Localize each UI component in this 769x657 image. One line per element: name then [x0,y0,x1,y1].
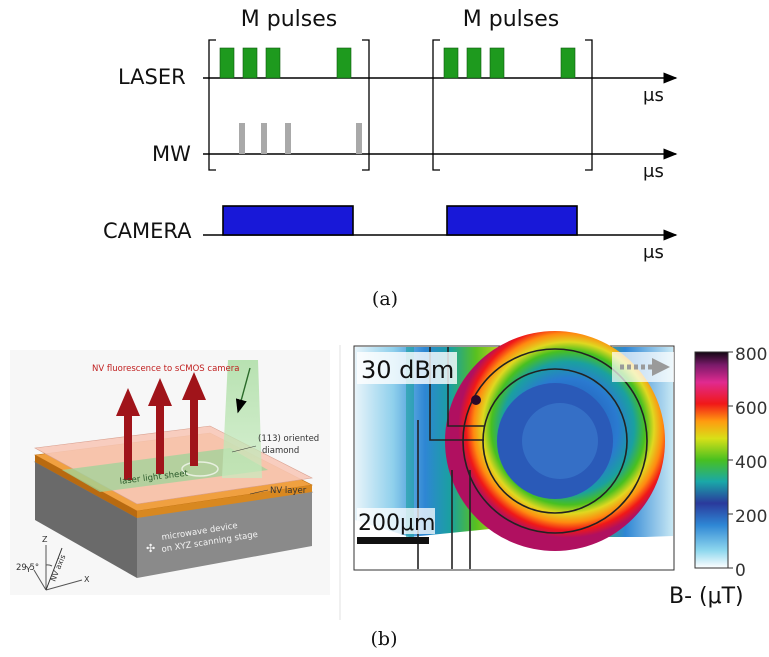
scale-bar [357,537,429,544]
nv-layer-side [35,455,137,518]
caption-b: (b) [371,628,398,650]
mw-pulse [285,123,291,154]
colorbar-tick-label: 400 [735,453,767,473]
colorbar-tick-label: 800 [735,345,767,365]
colorbar-tick-label: 200 [735,507,767,527]
fluorescence-arrow [148,378,172,474]
camera-channel-label: CAMERA [103,219,192,243]
laser-pulses [219,47,576,79]
field-map: 30 dBm 200μm 800 600 400 200 0 B- (μT) [353,331,767,609]
device-pattern [181,461,219,477]
caption-a: (a) [372,288,398,310]
laser-pulse [242,47,258,79]
mw-pulse [239,123,245,154]
laser-axis-unit: μs [643,85,664,106]
field-direction-arrowhead [652,358,670,376]
mw-pulses [239,123,362,154]
laser-beam [222,360,262,478]
camera-axis-unit: μs [643,242,664,263]
diamond-leader [231,445,257,453]
colorbar [694,351,729,569]
fluorescence-arrow [116,388,140,480]
beam-direction-arrow [235,367,251,414]
stage-icon: ✣ [146,542,155,555]
diamond-label-line2: diamond [262,446,299,456]
axis-x-label: X [84,575,90,584]
colorbar-label: B- (μT) [669,584,744,609]
laser-pulse [219,47,235,79]
angle-label: 29.5° [16,563,39,573]
scale-label-bg [357,508,435,534]
stage-front [137,492,312,578]
fluorescence-arrow [182,372,206,466]
camera-exposure [446,205,578,236]
map-hotspot [471,395,481,405]
map-stripe [406,347,414,537]
axis-y-label: Y [25,565,31,574]
laser-light-sheet [62,448,268,492]
laser-pulse [443,47,459,79]
nv-layer-leader [249,489,269,495]
group-label-2: M pulses [463,7,559,32]
laser-pulse [336,47,352,79]
mw-channel-label: MW [152,142,191,166]
colorbar-ticks [728,351,733,569]
mw-axis-unit: μs [643,161,664,182]
coordinate-axes [33,545,83,591]
laser-pulse [265,47,281,79]
diamond-label-line1: (113) oriented [258,434,319,444]
timing-diagram: M pulses M pulses LASER MW CAMERA μs μs … [103,7,678,310]
mw-pulse [261,123,267,154]
mw-pulse [356,123,362,154]
nv-layer-front [137,485,312,518]
nv-layer-label: NV layer [270,486,307,496]
colorbar-tick-label: 0 [735,561,746,581]
power-label-bg [357,352,457,384]
power-label: 30 dBm [361,356,454,384]
fluorescence-arrows [116,372,206,480]
scale-label: 200μm [358,511,435,536]
laser-pulse [466,47,482,79]
map-empty-region [355,520,673,569]
group-label-1: M pulses [241,7,337,32]
stage-side [35,462,137,578]
laser-pulse [489,47,505,79]
setup-schematic: NV fluorescence to sCMOS camera (113) or… [10,350,330,595]
colorbar-tick-label: 600 [735,399,767,419]
group-bracket-2 [432,39,593,171]
laser-pulse [560,47,576,79]
camera-exposure [222,205,354,236]
laser-channel-label: LASER [118,65,186,89]
axis-z-label: Z [42,535,48,544]
fluorescence-label: NV fluorescence to sCMOS camera [92,364,240,374]
group-bracket-1 [208,39,370,171]
camera-exposures [222,205,578,236]
ring-inner-highlight [522,403,598,479]
